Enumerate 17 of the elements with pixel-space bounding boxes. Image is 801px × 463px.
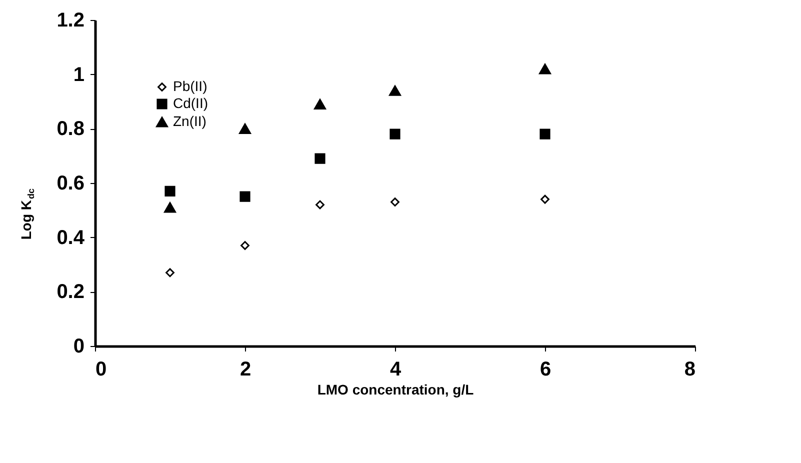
y-tick-label: 0.6 [56,172,84,194]
y-tick-label: 1 [73,64,84,86]
x-axis-title: LMO concentration, g/L [317,382,474,398]
y-axis-title: Log Kdc [18,188,36,240]
x-tick-label: 8 [684,358,696,380]
x-tick-label: 2 [240,358,252,380]
y-tick-label: 1.2 [56,10,84,32]
legend-label: Zn(II) [173,113,206,129]
y-tick-label: 0 [73,336,84,358]
legend-label: Cd(II) [173,95,208,111]
legend-label: Pb(II) [173,78,208,94]
x-tick-label: 4 [390,358,402,380]
y-tick-label: 0.4 [56,226,86,249]
y-tick-label: 0.2 [56,281,84,304]
y-tick-label: 0.8 [56,118,84,140]
x-tick-label: 0 [96,358,107,380]
x-tick-label: 6 [540,358,552,380]
